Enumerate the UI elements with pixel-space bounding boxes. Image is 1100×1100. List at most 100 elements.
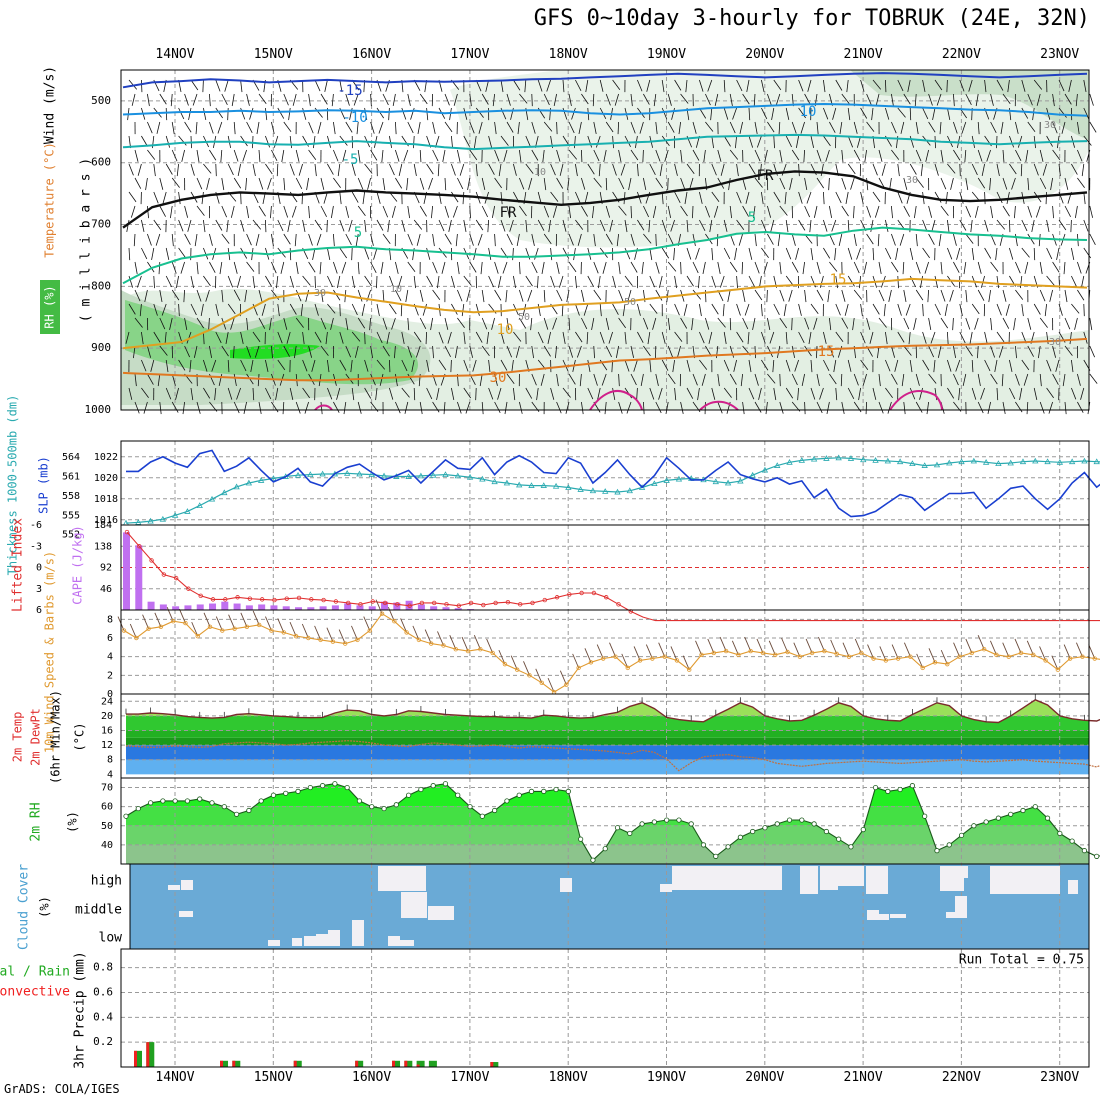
wind-tick-label: 6 [107, 633, 113, 644]
wind-barb-shaft [672, 359, 675, 373]
wind-barb-shaft [1058, 163, 1061, 177]
wind-barb-shaft [558, 275, 564, 288]
wind-barb-shaft [810, 275, 817, 288]
wind-speed-point [760, 650, 766, 656]
cloud-tick-label: high [91, 874, 122, 889]
thickness-point [651, 480, 658, 487]
rh-point [1094, 853, 1100, 859]
wind-barb-shaft [271, 233, 274, 247]
wind-barb-shaft [977, 261, 982, 274]
wind-barb-shaft [397, 275, 403, 288]
wind-barb-shaft [761, 331, 766, 344]
wind-barb-shaft [401, 219, 406, 232]
thickness-point [135, 519, 142, 525]
wind-barb-shaft [382, 401, 384, 415]
wind-barb-shaft [308, 317, 310, 331]
wind-barb-shaft [643, 177, 647, 191]
wind-barb-shaft [171, 289, 180, 301]
wind-barb-shaft [218, 373, 223, 386]
wind-barb-shaft [754, 289, 763, 301]
contour-15 [122, 337, 1088, 382]
wind-barb-shaft [947, 331, 949, 345]
wind-barb-shaft [885, 247, 892, 260]
wind-barb-shaft [711, 135, 714, 149]
wind-speed-point [994, 652, 999, 657]
wind-barb-shaft [801, 373, 805, 386]
wind-barb [953, 642, 960, 657]
wind-barb-shaft [367, 177, 371, 190]
wind-barb-shaft [277, 359, 286, 371]
wind-barb-shaft [518, 373, 520, 387]
wind-barb-shaft [1007, 79, 1010, 93]
wind-barb-shaft [860, 359, 869, 371]
slp-tick-label: 1018 [94, 494, 118, 505]
wind-barb-shaft [990, 205, 993, 219]
wind-barb-shaft [608, 331, 613, 344]
wind-barb-shaft [984, 79, 987, 93]
wind-barb-shaft [785, 247, 792, 260]
wind-barb-shaft [333, 233, 335, 247]
wind-barb-shaft [1002, 93, 1011, 105]
wind-barb [228, 614, 236, 629]
wind-barb-shaft [506, 345, 513, 358]
wind-barb-shaft [153, 163, 156, 177]
wind-barb-shaft [922, 247, 930, 259]
wind-barb-shaft [1063, 261, 1066, 275]
wind-barb-shaft [686, 275, 694, 287]
wind-barb-shaft [419, 205, 427, 217]
wind-barb-shaft [612, 303, 619, 315]
wind-barb-shaft [486, 331, 489, 345]
wind-barb-shaft [903, 401, 906, 415]
wind-barb-shaft [903, 149, 905, 163]
wind-speed-point [662, 654, 667, 659]
wind-barb [449, 635, 457, 650]
wind-barb-shaft [1046, 359, 1052, 372]
wind-speed-point [723, 648, 729, 654]
temp-tick-label: 16 [101, 726, 113, 737]
wind-barb-shaft [622, 303, 626, 317]
wind-barb-shaft [147, 261, 155, 273]
wind-barb-shaft [680, 177, 686, 190]
wind-barb-shaft [989, 177, 991, 191]
cape-bar [368, 606, 376, 610]
contour-label: 10 [497, 322, 514, 338]
wind-barb-shaft [243, 401, 247, 414]
wind-barb-shaft [289, 135, 292, 149]
wind-barb-shaft [829, 121, 836, 133]
precip-convective-bar [355, 1060, 359, 1067]
wind-barb-shaft [364, 275, 372, 287]
wind-barb [277, 618, 285, 633]
wind-barb-shaft [506, 317, 510, 331]
wind-barb-shaft [141, 247, 148, 260]
wind-barb-shaft [362, 191, 365, 205]
wind-barb-shaft [1058, 303, 1063, 316]
wind-barb-shaft [1083, 331, 1088, 344]
rh-point [946, 842, 952, 848]
wind-barb-shaft [990, 317, 993, 331]
wind-barb-shaft [1052, 345, 1057, 358]
wind-barb-shaft [767, 373, 776, 384]
rh-point [836, 836, 842, 842]
wind-barb-shaft [945, 191, 948, 205]
wind-barb-shaft [947, 107, 951, 121]
wind-barb-shaft [829, 317, 832, 331]
wind-barb-shaft [692, 205, 694, 219]
upper-ylabel-mb: ( m i l l i b a r s ) [79, 158, 94, 322]
wind-barb-shaft [351, 191, 359, 203]
cape-bar [196, 604, 204, 610]
wind-barb-shaft [289, 163, 295, 176]
li-point [419, 600, 425, 606]
cape-ylabel: CAPE (J/kg) [71, 525, 85, 604]
wind-barb-shaft [676, 345, 681, 358]
wind-barb-shaft [723, 387, 732, 398]
wind-barb-shaft [178, 359, 186, 371]
wind-barb-shaft [237, 163, 241, 176]
wind-barb-shaft [885, 107, 890, 120]
wind-barb [645, 644, 653, 659]
wind-barb-shaft [841, 177, 847, 190]
wind-barb-shaft [674, 135, 675, 149]
wind-barb-shaft [773, 387, 777, 401]
wind-barb-shaft [258, 149, 261, 163]
wind-speed-point [687, 667, 692, 672]
wind-barb-shaft [1058, 79, 1065, 92]
